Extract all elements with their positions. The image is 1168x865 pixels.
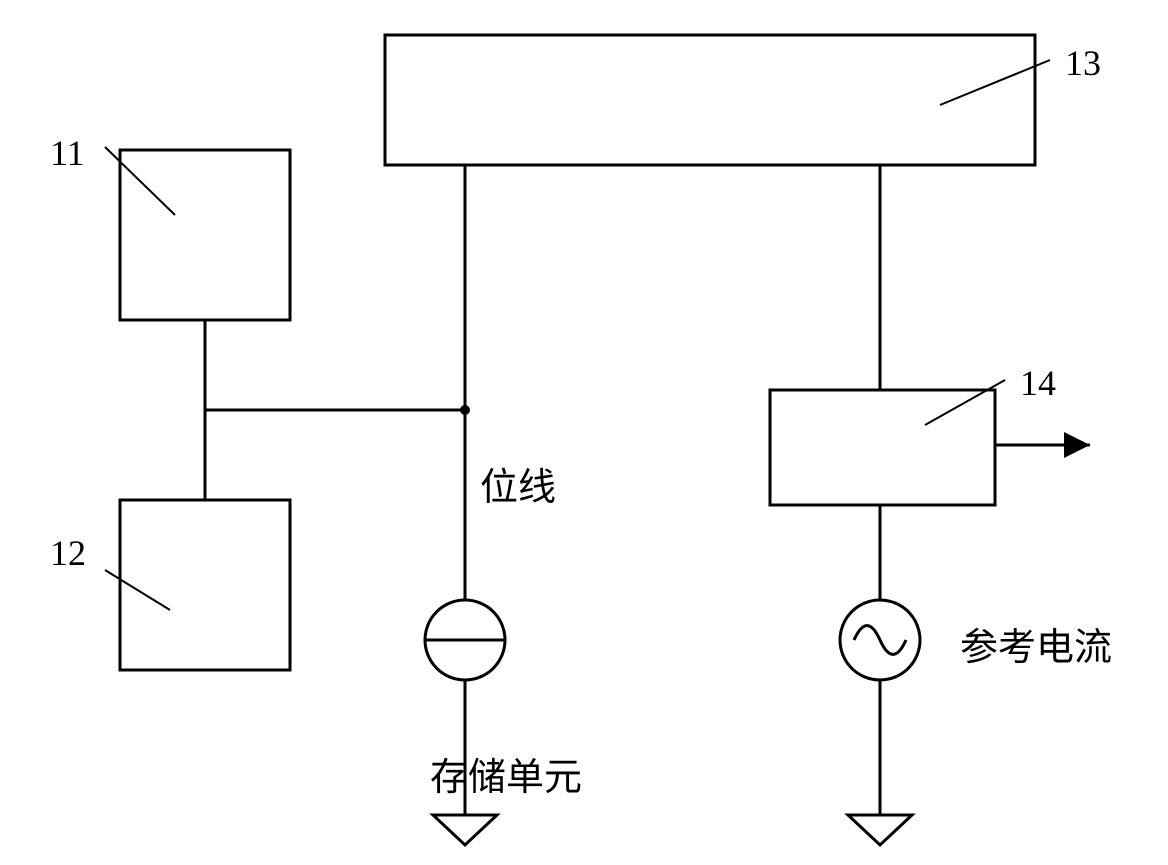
leader-ll11 <box>105 147 175 215</box>
label-12: 12 <box>50 533 86 573</box>
block-b14 <box>770 390 995 505</box>
block-b11 <box>120 150 290 320</box>
label-storage-cell: 存储单元 <box>430 757 582 799</box>
block-b12 <box>120 500 290 670</box>
label-14: 14 <box>1020 363 1056 403</box>
leader-ll12 <box>105 570 170 610</box>
block-b13 <box>385 35 1035 165</box>
junction-dot-icon <box>460 405 470 415</box>
leader-ll14 <box>925 380 1005 425</box>
ground-icon-g1 <box>433 815 497 845</box>
circuit-diagram: 11 12 13 14 位线存储单元 参考电流 <box>0 0 1168 865</box>
label-bitline: 位线 <box>480 467 556 509</box>
label-reference-current: 参考电流 <box>960 627 1112 669</box>
label-11: 11 <box>50 133 85 173</box>
ground-icon-g2 <box>848 815 912 845</box>
output-arrow-icon <box>1064 432 1090 458</box>
label-13: 13 <box>1065 43 1101 83</box>
